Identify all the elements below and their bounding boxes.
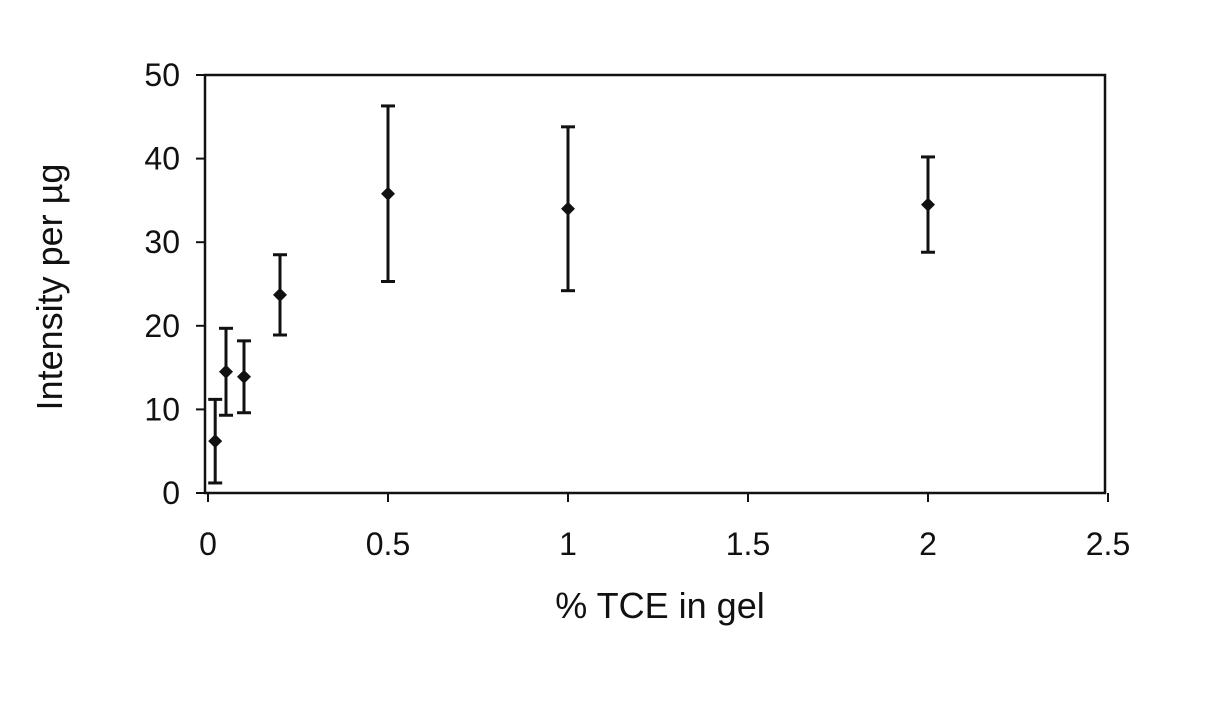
- x-tick-label: 1.5: [726, 526, 770, 562]
- data-point: [381, 187, 395, 201]
- x-tick-label: 0.5: [366, 526, 410, 562]
- data-markers: [208, 187, 935, 448]
- x-tick-label: 0: [199, 526, 217, 562]
- y-tick-label: 10: [144, 391, 180, 427]
- y-tick-label: 40: [144, 141, 180, 177]
- error-bars: [208, 106, 935, 483]
- data-point: [237, 370, 251, 384]
- y-axis-ticks: 0 10 20 30 40 50: [144, 57, 205, 511]
- data-point: [208, 434, 222, 448]
- plot-area-frame: [205, 75, 1105, 493]
- x-tick-label: 2: [919, 526, 937, 562]
- y-axis-title: Intensity per µg: [29, 164, 70, 411]
- y-tick-label: 30: [144, 224, 180, 260]
- data-point: [273, 288, 287, 302]
- y-tick-label: 0: [162, 475, 180, 511]
- x-axis-ticks: 0 0.5 1 1.5 2 2.5: [199, 493, 1130, 562]
- x-tick-label: 2.5: [1086, 526, 1130, 562]
- y-tick-label: 50: [144, 57, 180, 93]
- x-axis-title: % TCE in gel: [555, 585, 764, 626]
- data-point: [219, 365, 233, 379]
- data-point: [921, 198, 935, 212]
- x-tick-label: 1: [559, 526, 577, 562]
- data-point: [561, 202, 575, 216]
- y-tick-label: 20: [144, 308, 180, 344]
